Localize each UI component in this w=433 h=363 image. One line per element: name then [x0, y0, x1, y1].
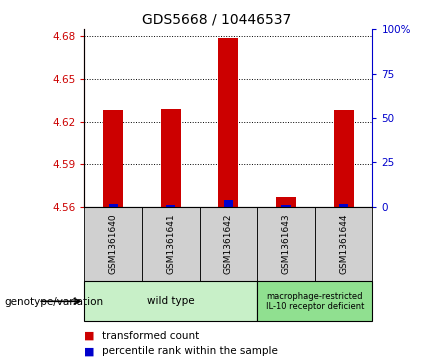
Text: GSM1361640: GSM1361640 — [109, 214, 118, 274]
Text: transformed count: transformed count — [102, 331, 199, 341]
Text: percentile rank within the sample: percentile rank within the sample — [102, 346, 278, 356]
Bar — [84, 207, 142, 281]
Bar — [281, 205, 291, 207]
Bar — [224, 200, 233, 207]
Text: GSM1361642: GSM1361642 — [224, 214, 233, 274]
Bar — [200, 207, 257, 281]
Bar — [257, 281, 372, 321]
Text: GSM1361641: GSM1361641 — [166, 214, 175, 274]
Bar — [339, 204, 348, 207]
Bar — [109, 204, 118, 207]
Text: ■: ■ — [84, 346, 95, 356]
Text: GSM1361644: GSM1361644 — [339, 214, 348, 274]
Bar — [166, 205, 175, 207]
Bar — [257, 207, 315, 281]
Bar — [276, 197, 296, 207]
Bar — [315, 207, 372, 281]
Bar — [218, 38, 239, 207]
Text: wild type: wild type — [147, 296, 194, 306]
Text: macrophage-restricted
IL-10 receptor deficient: macrophage-restricted IL-10 receptor def… — [265, 291, 364, 311]
Text: ■: ■ — [84, 331, 95, 341]
Bar — [333, 110, 354, 207]
Bar — [103, 110, 123, 207]
Text: GDS5668 / 10446537: GDS5668 / 10446537 — [142, 13, 291, 27]
Bar — [84, 281, 257, 321]
Text: genotype/variation: genotype/variation — [4, 297, 103, 307]
Text: GSM1361643: GSM1361643 — [281, 214, 291, 274]
Bar — [161, 109, 181, 207]
Bar — [142, 207, 200, 281]
